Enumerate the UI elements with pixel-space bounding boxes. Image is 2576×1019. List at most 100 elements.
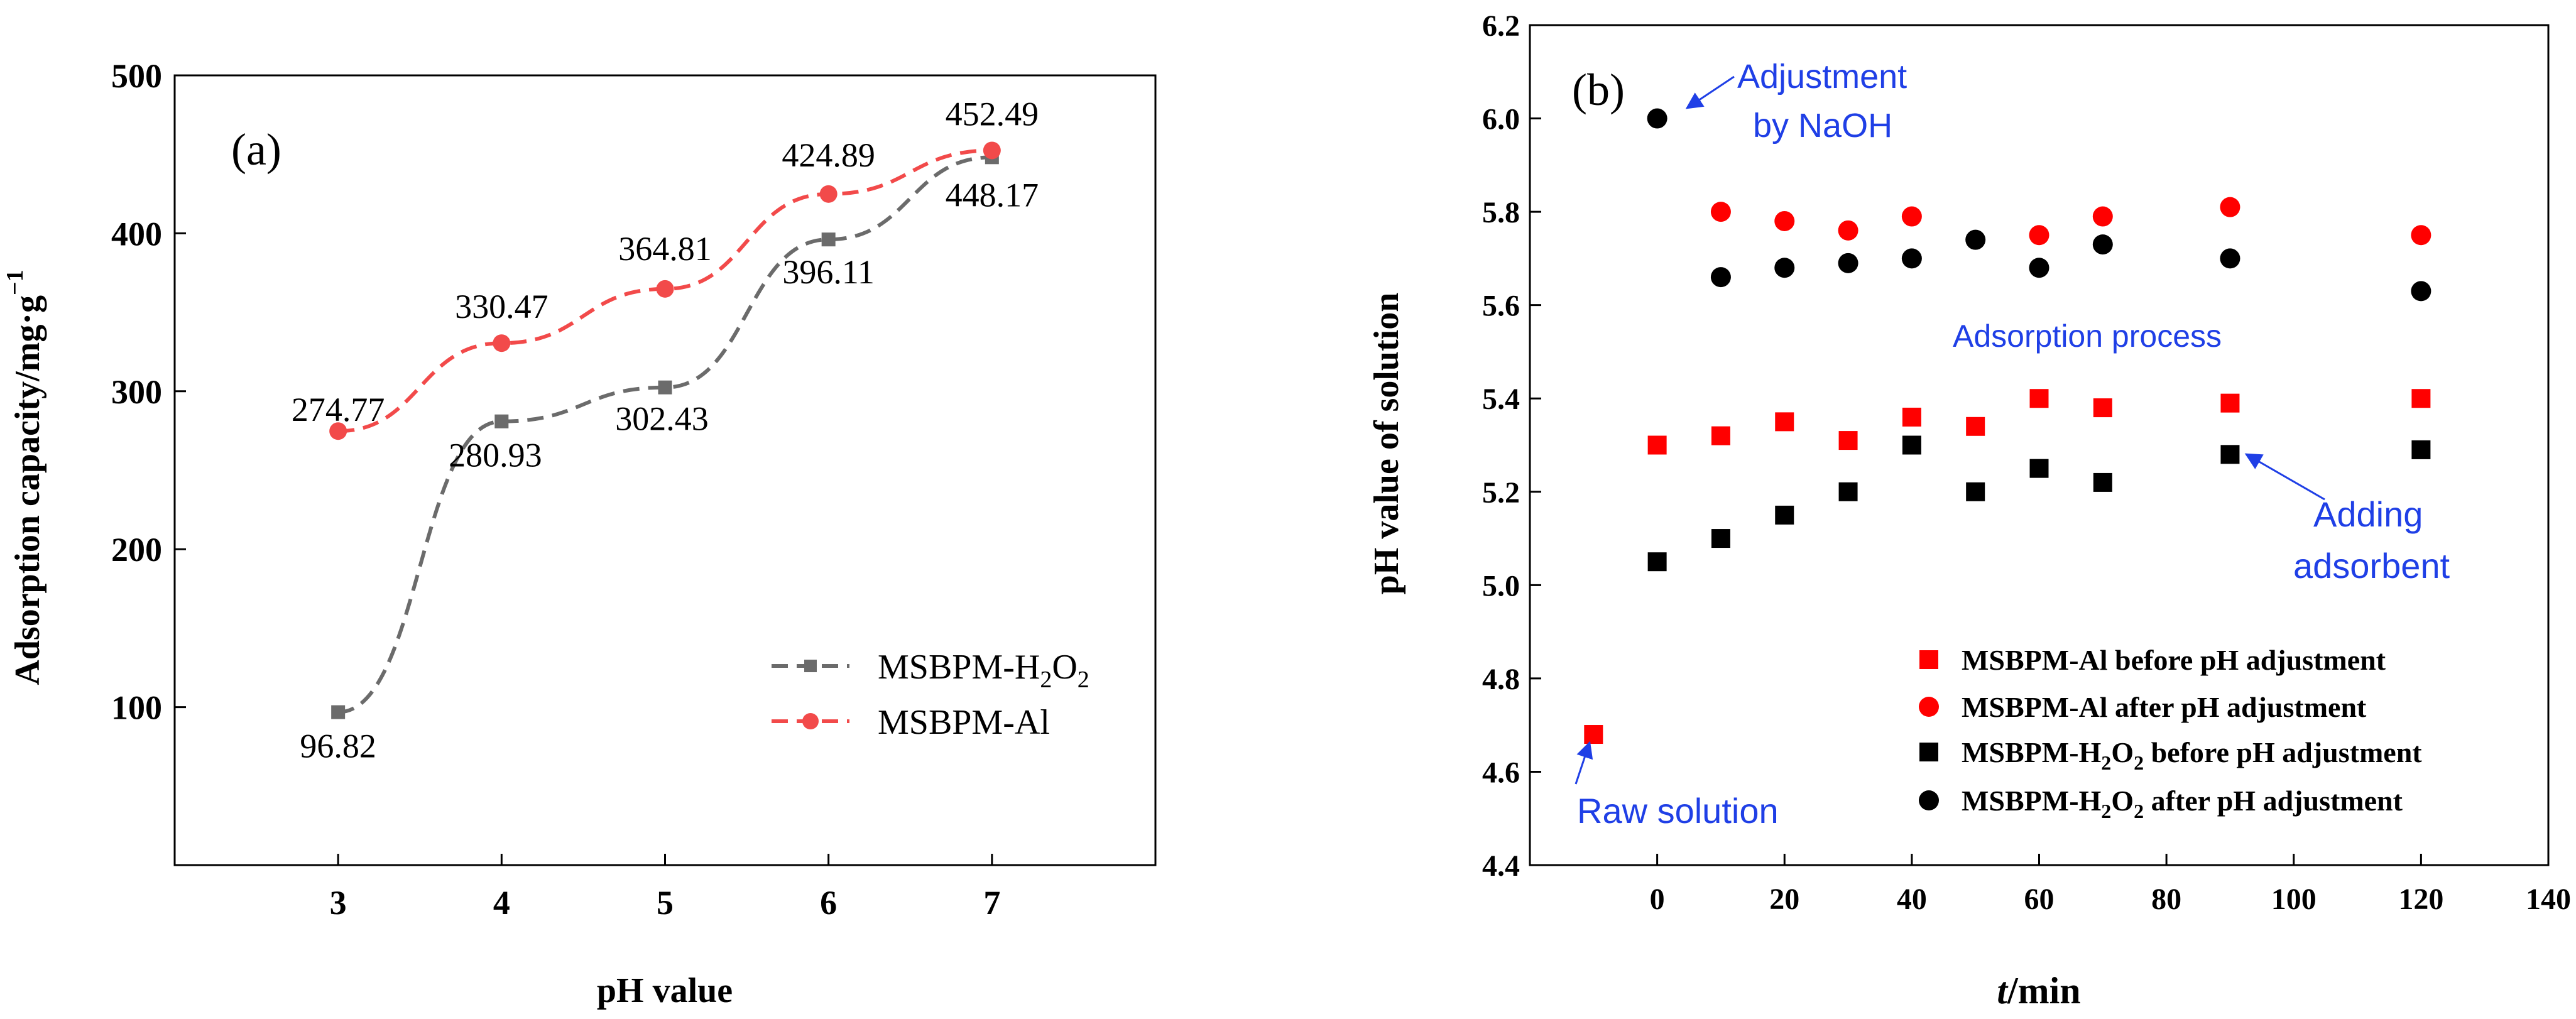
annotation-adjustment-line2: by NaOH	[1753, 107, 1892, 144]
panel-a-series	[329, 141, 1001, 719]
data-point-msbpm-al-before-ph-adjustment	[2220, 393, 2240, 413]
data-point-msbpm-h2o2-after-ph-adjustment	[2411, 281, 2431, 302]
panel-b-y-tick-label: 5.4	[1482, 383, 1520, 416]
data-point-msbpm-al-before-ph-adjustment	[2093, 398, 2112, 418]
panel-a-x-tick-label: 7	[983, 884, 1000, 922]
data-point-msbpm-al	[656, 280, 674, 298]
data-point-msbpm-al-after-ph-adjustment	[1710, 202, 1731, 222]
panel-a-y-axis-title-sup: −1	[2, 270, 28, 295]
panel-a-x-tick-label: 3	[330, 884, 347, 922]
panel-b-x-tick-label: 40	[1897, 883, 1927, 916]
data-label-msbpm-h2o2: 280.93	[449, 437, 542, 474]
data-point-msbpm-h2o2-before-ph-adjustment	[2220, 445, 2240, 464]
panel-b-y-tick-label: 4.4	[1482, 849, 1520, 883]
data-label-msbpm-al: 274.77	[292, 391, 385, 428]
data-point-msbpm-h2o2-after-ph-adjustment	[1838, 253, 1858, 273]
data-point-msbpm-h2o2-before-ph-adjustment	[2411, 440, 2431, 459]
panel-a-y-axis-title: Adsorption capacity/mg·g−1	[2, 270, 47, 685]
panel-a-y-axis-title-main: Adsorption capacity/mg·g	[8, 295, 47, 685]
legend-marker-al-after	[1919, 697, 1939, 717]
legend-marker-h2o2-after	[1919, 790, 1939, 810]
data-point-msbpm-al-before-ph-adjustment	[1584, 725, 1603, 744]
legend-marker-msbpm-h2o2	[804, 660, 817, 672]
panel-b-x-tick-label: 20	[1769, 883, 1799, 916]
data-point-msbpm-al-after-ph-adjustment	[1838, 220, 1858, 241]
data-point-msbpm-h2o2-before-ph-adjustment	[1838, 482, 1858, 501]
data-point-msbpm-al	[329, 422, 347, 440]
panel-a-data-labels: 96.82 280.93 302.43 396.11 448.17 274.77 330.4…	[292, 95, 1039, 765]
legend-label-h2o2-after: MSBPM-H2O2 after pH adjustment	[1962, 785, 2403, 822]
legend-marker-al-before	[1919, 650, 1938, 669]
data-label-msbpm-h2o2: 396.11	[782, 253, 875, 291]
panel-b-x-tick-label: 140	[2526, 883, 2571, 916]
panel-b-label: (b)	[1572, 65, 1625, 115]
panel-b-x-ticks: 0 20 40 60 80 100 120 140	[1650, 854, 2571, 916]
panel-a-label: (a)	[231, 124, 281, 175]
data-point-msbpm-al-after-ph-adjustment	[2092, 206, 2113, 227]
annotation-adjustment-line1: Adjustment	[1737, 58, 1907, 95]
data-point-msbpm-al-before-ph-adjustment	[1647, 435, 1667, 455]
panel-a-x-tick-label: 4	[493, 884, 510, 922]
legend-marker-msbpm-al	[802, 713, 819, 729]
panel-b-y-ticks: 4.4 4.6 4.8 5.0 5.2 5.4 5.6 5.8 6.0 6.2	[1482, 9, 1541, 883]
panel-b-y-tick-label: 6.2	[1482, 9, 1520, 43]
data-point-msbpm-h2o2-before-ph-adjustment	[2093, 472, 2112, 492]
data-point-msbpm-al-before-ph-adjustment	[2411, 389, 2431, 408]
panel-b-y-tick-label: 5.0	[1482, 569, 1520, 602]
annotation-adsorption-process: Adsorption process	[1953, 319, 2222, 354]
data-point-msbpm-h2o2-after-ph-adjustment	[1901, 248, 1922, 269]
panel-a-y-ticks: 100 200 300 400 500	[111, 57, 186, 727]
data-point-msbpm-h2o2	[331, 705, 346, 719]
annotation-adjustment-arrow	[1685, 75, 1735, 109]
panel-b-y-axis-title: pH value of solution	[1367, 293, 1406, 595]
data-point-msbpm-al-before-ph-adjustment	[1711, 426, 1730, 445]
panel-a-x-tick-label: 6	[820, 884, 837, 922]
panel-b-x-tick-label: 0	[1650, 883, 1665, 916]
panel-a-chart: 100 200 300 400 500 3 4 5 6 7 96.82 280.93 302.43 3…	[2, 57, 1157, 1010]
data-point-msbpm-al-after-ph-adjustment	[1901, 206, 1922, 227]
panel-b-y-tick-label: 6.0	[1482, 103, 1520, 136]
legend-entry-al-before: MSBPM-Al before pH adjustment	[1919, 644, 2386, 676]
data-point-msbpm-h2o2-after-ph-adjustment	[2029, 258, 2049, 278]
legend-entry-msbpm-h2o2: MSBPM-H2O2	[772, 648, 1089, 693]
annotation-adding-line1: Adding	[2313, 494, 2423, 534]
panel-a-x-tick-label: 5	[657, 884, 674, 922]
data-point-msbpm-h2o2-before-ph-adjustment	[1966, 482, 1985, 501]
data-label-msbpm-h2o2: 96.82	[300, 727, 376, 765]
data-point-msbpm-al-before-ph-adjustment	[1838, 431, 1858, 450]
panel-a-y-tick-label: 500	[111, 57, 162, 95]
annotation-adding-line2: adsorbent	[2293, 546, 2450, 586]
data-point-msbpm-h2o2-before-ph-adjustment	[2029, 459, 2049, 478]
panel-a-y-tick-label: 100	[111, 689, 162, 727]
data-point-msbpm-al-after-ph-adjustment	[2029, 225, 2049, 246]
legend-entry-h2o2-after: MSBPM-H2O2 after pH adjustment	[1919, 785, 2403, 822]
data-point-msbpm-h2o2-before-ph-adjustment	[1647, 552, 1667, 572]
panel-b-x-axis-title-italic: t	[1997, 970, 2009, 1011]
data-point-msbpm-h2o2-after-ph-adjustment	[2092, 234, 2113, 255]
data-label-msbpm-h2o2: 302.43	[615, 400, 709, 438]
panel-b-x-tick-label: 120	[2398, 883, 2443, 916]
data-point-msbpm-al-before-ph-adjustment	[1775, 412, 1794, 432]
data-point-msbpm-h2o2	[494, 414, 509, 428]
legend-entry-h2o2-before: MSBPM-H2O2 before pH adjustment	[1919, 736, 2422, 774]
panel-b-y-tick-label: 5.6	[1482, 290, 1520, 323]
data-point-msbpm-al-before-ph-adjustment	[1966, 417, 1985, 436]
data-point-msbpm-al	[493, 334, 511, 352]
legend-label-al-after: MSBPM-Al after pH adjustment	[1962, 691, 2367, 723]
panel-b-y-tick-label: 5.2	[1482, 476, 1520, 510]
panel-b-x-tick-label: 100	[2271, 883, 2317, 916]
legend-entry-msbpm-al: MSBPM-Al	[772, 703, 1050, 742]
annotation-adding-arrow	[2244, 453, 2325, 501]
data-point-msbpm-al-after-ph-adjustment	[1774, 210, 1795, 231]
legend-label-msbpm-h2o2: MSBPM-H2O2	[878, 648, 1089, 693]
legend-marker-h2o2-before	[1919, 743, 1938, 761]
legend-label-h2o2-before: MSBPM-H2O2 before pH adjustment	[1962, 736, 2422, 774]
data-point-msbpm-h2o2	[658, 380, 672, 395]
data-point-msbpm-h2o2-after-ph-adjustment	[1647, 108, 1667, 129]
panel-a-y-tick-label: 400	[111, 215, 162, 253]
panel-a-x-ticks: 3 4 5 6 7	[330, 854, 1000, 922]
panel-b-legend: MSBPM-Al before pH adjustment MSBPM-Al a…	[1919, 644, 2422, 822]
annotation-raw-arrow	[1575, 741, 1593, 785]
panel-b-x-tick-label: 80	[2151, 883, 2181, 916]
data-point-msbpm-al-before-ph-adjustment	[2029, 389, 2049, 408]
